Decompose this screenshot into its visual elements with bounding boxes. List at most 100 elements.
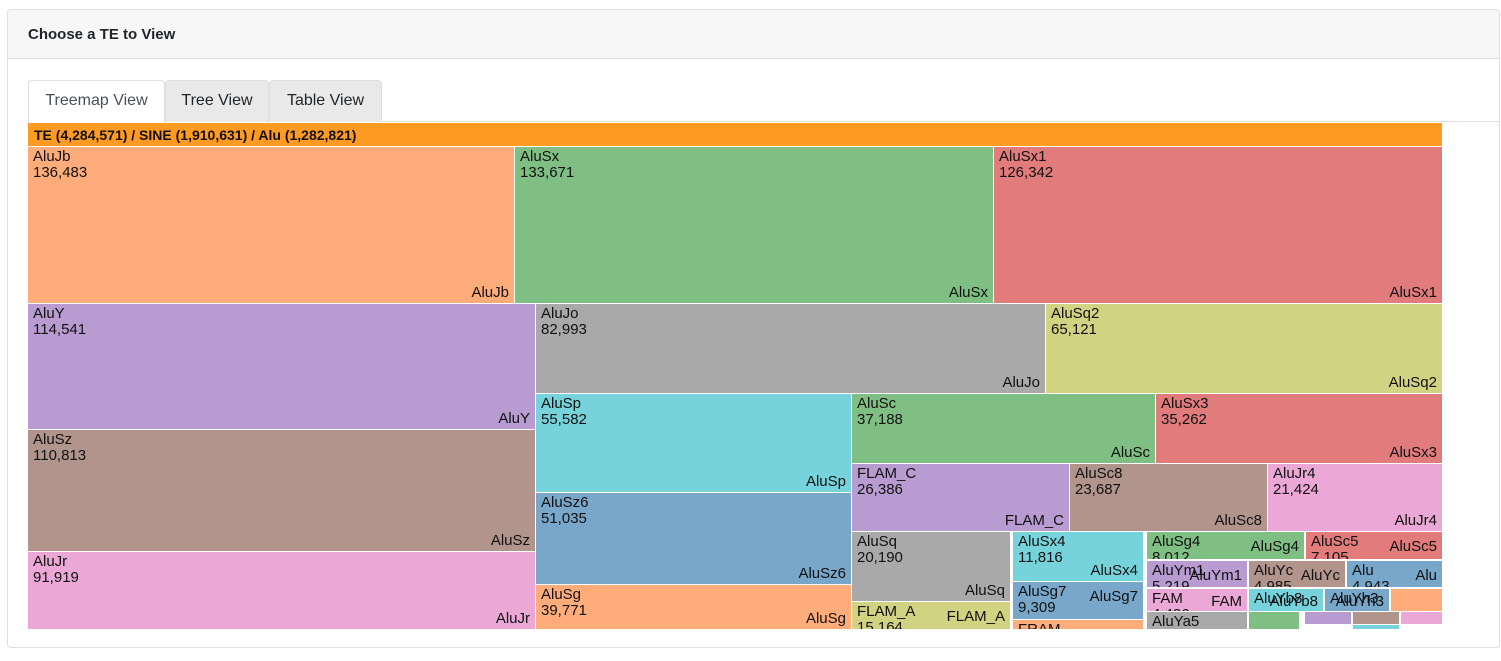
- tile-value: 20,190: [857, 549, 903, 566]
- tile-rect[interactable]: [536, 394, 851, 492]
- tabs-underline: [164, 121, 1499, 122]
- tile-corner-label: AluSz6: [798, 565, 846, 582]
- tile-rect[interactable]: [1147, 532, 1304, 559]
- tile-rect[interactable]: [1268, 464, 1442, 531]
- treemap-small-tile[interactable]: [1305, 612, 1351, 624]
- tile-rect[interactable]: [1156, 394, 1442, 463]
- breadcrumb-bar[interactable]: [28, 123, 1442, 146]
- tile-rect[interactable]: [852, 394, 1155, 463]
- tile-rect[interactable]: [28, 147, 514, 303]
- tile-rect[interactable]: [1147, 561, 1247, 587]
- tile-rect[interactable]: [28, 430, 535, 551]
- tile-corner-label: AluSq2: [1389, 374, 1437, 391]
- tile-rect[interactable]: [1013, 532, 1143, 581]
- tab-table-view[interactable]: Table View: [269, 80, 382, 122]
- tile-corner-label: AluYc: [1301, 567, 1341, 584]
- treemap-small-tile[interactable]: [1353, 612, 1399, 624]
- treemap-small-tile[interactable]: [1249, 612, 1299, 629]
- tile-corner-label: AluYb8: [1270, 593, 1318, 610]
- tile-corner-label: AluSq: [965, 582, 1005, 599]
- treemap-small-tile[interactable]: [1391, 589, 1442, 611]
- tile-rect[interactable]: [515, 147, 993, 303]
- tile-label: AluSg7: [1018, 583, 1066, 600]
- tab-tree-view[interactable]: Tree View: [165, 80, 269, 122]
- tile-corner-label: FLAM_C: [1005, 512, 1064, 529]
- tile-rect[interactable]: [852, 464, 1069, 531]
- treemap-tile-aluya5[interactable]: AluYa5: [1147, 612, 1247, 629]
- tile-value: 110,813: [33, 447, 86, 464]
- tile-label: AluYc: [1254, 562, 1294, 579]
- tile-label: AluSc5: [1311, 533, 1359, 550]
- tile-value: 114,541: [33, 321, 86, 338]
- tile-rect[interactable]: [1013, 620, 1143, 629]
- tile-value: 65,121: [1051, 321, 1097, 338]
- treemap-tile-fram[interactable]: FRAM: [1013, 620, 1143, 629]
- tile-rect[interactable]: [1070, 464, 1267, 531]
- tile-rect[interactable]: [1325, 589, 1389, 611]
- tile-rect[interactable]: [1249, 589, 1323, 611]
- treemap-small-tile[interactable]: [1401, 612, 1442, 624]
- tile-value: 126,342: [999, 164, 1053, 181]
- tile-corner-label: AluSz: [491, 532, 530, 549]
- tile-rect[interactable]: [1347, 561, 1442, 587]
- tile-rect[interactable]: [1306, 532, 1442, 559]
- card-header: Choose a TE to View: [8, 10, 1499, 59]
- tile-value: 82,993: [541, 321, 587, 338]
- tile-rect[interactable]: [536, 493, 851, 584]
- tile-rect[interactable]: [1013, 582, 1143, 619]
- tile-rect[interactable]: [852, 532, 1010, 601]
- treemap-tile-fam[interactable]: FAM4,436FAM: [1147, 589, 1247, 623]
- tile-rect[interactable]: [1147, 589, 1247, 611]
- tile-rect[interactable]: [852, 602, 1010, 629]
- tile-corner-label: AluSc5: [1389, 538, 1437, 555]
- tile-rect[interactable]: [1147, 612, 1247, 629]
- tile-value: 39,771: [541, 602, 587, 619]
- tile-corner-label: FLAM_A: [947, 608, 1005, 625]
- tile-corner-label: AluSp: [806, 473, 846, 490]
- tile-rect[interactable]: [994, 147, 1442, 303]
- tile-value: 11,816: [1018, 549, 1063, 566]
- tile-rect[interactable]: [28, 552, 535, 629]
- treemap-small-tile[interactable]: [1353, 625, 1399, 629]
- tab-treemap-view[interactable]: Treemap View: [28, 80, 165, 123]
- tile-label: AluJb: [33, 148, 71, 165]
- treemap-container: TE (4,284,571) / SINE (1,910,631) / Alu …: [28, 123, 1442, 629]
- tile-label: AluY: [33, 305, 65, 322]
- tile-rect[interactable]: [1046, 304, 1442, 393]
- tile-corner-label: AluYh3: [1336, 593, 1384, 610]
- tile-label: AluSz: [33, 431, 72, 448]
- tile-rect[interactable]: [536, 585, 851, 629]
- tile-rect[interactable]: [28, 304, 535, 429]
- tile-rect[interactable]: [536, 304, 1045, 393]
- tile-label: AluSg4: [1152, 533, 1200, 550]
- tile-rect[interactable]: [1249, 561, 1345, 587]
- tile-corner-label: AluSg4: [1251, 538, 1299, 555]
